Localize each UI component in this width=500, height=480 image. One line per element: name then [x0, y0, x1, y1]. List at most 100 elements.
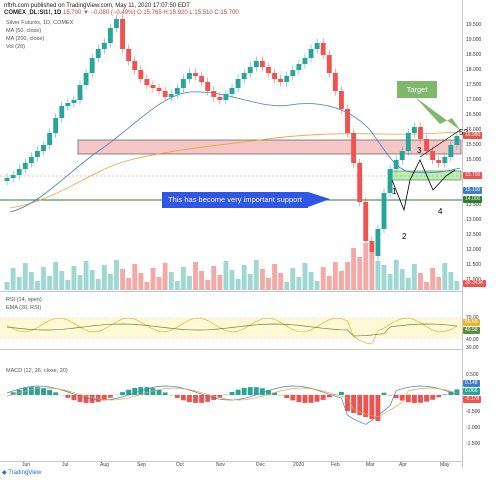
volume-bar — [284, 282, 290, 290]
volume-bar — [399, 269, 405, 290]
candle — [302, 58, 308, 64]
macd-bar — [351, 395, 357, 413]
ma50-tag: 16.980 — [463, 132, 483, 139]
volume-bar — [339, 271, 344, 290]
volume-bar — [83, 261, 89, 290]
macd-bar — [381, 392, 387, 395]
macd-bar — [314, 395, 320, 402]
macd-bar — [302, 395, 308, 403]
candle — [272, 73, 277, 79]
ma200-line — [9, 131, 461, 209]
macd-bar — [448, 391, 454, 395]
candle — [132, 61, 138, 70]
chart-title: Silver Futures, 1D, COMEX — [6, 20, 74, 26]
candle — [101, 43, 107, 49]
volume-bar — [241, 265, 247, 290]
candle — [351, 133, 357, 163]
volume-bar — [71, 266, 77, 290]
candle — [326, 55, 332, 73]
candle — [393, 160, 399, 169]
volume-bar — [308, 272, 314, 290]
macd-bar — [217, 395, 223, 398]
rsi-tick-70: 70.00 — [466, 315, 479, 321]
candle — [162, 91, 168, 97]
candle — [266, 67, 271, 73]
symbol[interactable]: COMEX_DL:SI1!, 1D — [4, 10, 62, 16]
candle — [22, 163, 28, 169]
macd-bar — [241, 387, 247, 395]
macd-bar — [363, 395, 369, 417]
rsi-pane[interactable] — [0, 292, 462, 350]
price-tick: 18.500 — [466, 52, 482, 58]
macd-bar — [211, 395, 217, 400]
ma200-legend[interactable]: MA (200, close) — [6, 36, 45, 42]
rsi-legend[interactable]: RSI (14, open) — [6, 297, 42, 303]
macd-tick--1.5: -1.500 — [466, 441, 481, 447]
volume-bar — [150, 268, 156, 290]
macd-bar — [65, 395, 71, 398]
macd-bar — [205, 395, 211, 402]
rsi-ema-legend[interactable]: EMA (20, RSI) — [6, 305, 42, 311]
macd-bar — [320, 395, 326, 400]
volume-bar — [180, 267, 186, 290]
price-pane[interactable] — [0, 0, 462, 292]
candle — [436, 160, 442, 163]
candle — [59, 106, 65, 118]
price-axis[interactable] — [462, 0, 500, 468]
volume-bar — [10, 268, 16, 290]
time-tick: Mar — [366, 462, 375, 468]
volume-bar — [253, 260, 259, 290]
candle — [205, 82, 211, 91]
resistance-zone — [77, 139, 462, 155]
tradingview-wordmark: TradingView — [8, 470, 42, 476]
volume-bar — [448, 272, 454, 290]
candle — [211, 91, 217, 97]
volume-bar — [393, 260, 399, 290]
candle — [411, 127, 417, 133]
volume-bar — [120, 269, 125, 290]
volume-bar — [223, 261, 229, 290]
vol-legend[interactable]: Vol (20) — [6, 44, 25, 50]
price-tick: 19.000 — [466, 37, 482, 43]
ma50-legend[interactable]: MA (50, close) — [6, 28, 42, 34]
candle — [193, 73, 198, 76]
volume-bar — [247, 274, 253, 290]
candle — [308, 49, 314, 58]
macd-legend[interactable]: MACD (12, 26, close, 20) — [6, 368, 68, 374]
candle — [381, 193, 387, 229]
volume-bar — [35, 281, 40, 290]
candle — [217, 97, 223, 100]
tradingview-logo[interactable]: ◆ TradingView — [2, 469, 41, 476]
macd-bar — [22, 388, 28, 395]
tradingview-icon: ◆ — [2, 470, 9, 476]
ma50-line — [9, 91, 461, 213]
time-tick: Nov — [216, 462, 225, 468]
candle — [387, 169, 393, 193]
rsi-line — [6, 317, 458, 345]
volume-bar — [411, 264, 417, 290]
macd-bar — [47, 389, 53, 395]
volume-bar — [442, 263, 448, 290]
volume-bar — [168, 272, 174, 290]
candle — [235, 79, 241, 88]
macd-bar — [101, 395, 107, 401]
volume-bar — [290, 268, 296, 290]
support-tag: 14.000 — [463, 196, 483, 203]
macd-bar — [259, 388, 265, 395]
price-tick: 18.000 — [466, 67, 482, 73]
rsi-band — [0, 318, 462, 338]
macd-bar — [290, 395, 296, 401]
price-tick: 16.500 — [466, 112, 482, 118]
macd-bar — [53, 392, 59, 395]
volume-bar — [41, 267, 46, 290]
volume-bar — [138, 273, 144, 290]
candle — [278, 79, 284, 82]
macd-value-tag: 0.148 — [463, 380, 480, 387]
last-price-tag: 15.700 — [463, 172, 483, 179]
candles — [4, 14, 460, 261]
volume-bar — [229, 270, 235, 290]
candle — [430, 151, 436, 160]
candle — [4, 178, 10, 181]
macd-pane[interactable] — [0, 350, 462, 462]
macd-bar — [405, 395, 411, 403]
